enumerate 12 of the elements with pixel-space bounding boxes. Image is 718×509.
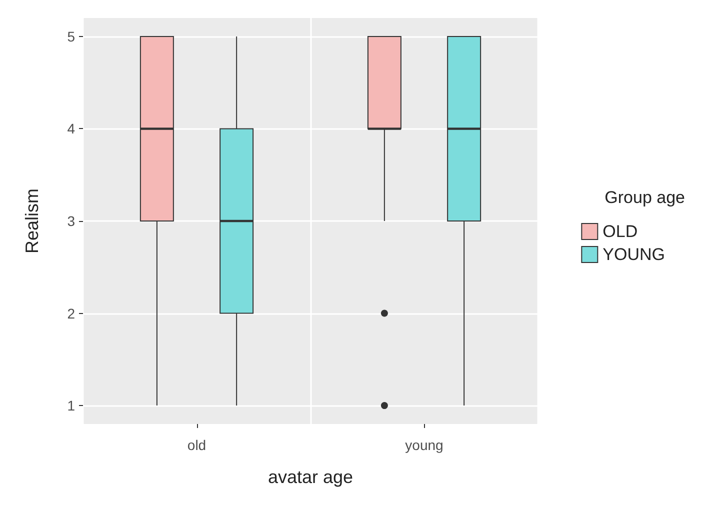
- y-tick-label: 1: [67, 398, 76, 414]
- x-axis-title: avatar age: [268, 467, 354, 487]
- y-tick-label: 2: [67, 305, 76, 322]
- legend-label: OLD: [602, 222, 638, 241]
- x-tick-label: old: [187, 437, 206, 453]
- legend-title: Group age: [604, 188, 686, 207]
- y-tick-label: 4: [67, 120, 76, 137]
- legend-label: YOUNG: [602, 245, 666, 264]
- y-tick-label: 5: [67, 28, 76, 44]
- y-tick-label: 3: [67, 213, 76, 229]
- x-tick-label: young: [405, 437, 444, 453]
- y-axis-title: Realism: [22, 188, 42, 254]
